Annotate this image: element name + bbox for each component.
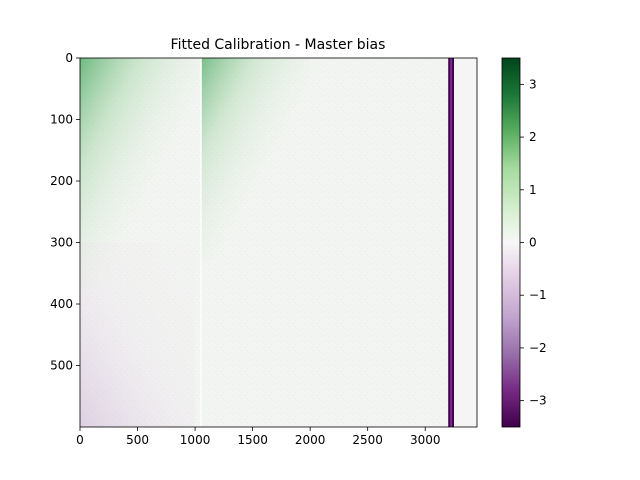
- x-tick-label: 1500: [237, 433, 268, 447]
- colorbar-axis: 3 2 1 0 −1 −2 −3: [520, 77, 547, 408]
- colorbar-tick-label: 0: [529, 236, 537, 250]
- x-tick-label: 500: [126, 433, 149, 447]
- chart-title: Fitted Calibration - Master bias: [171, 37, 386, 53]
- x-tick-label: 1000: [180, 433, 211, 447]
- colorbar-tick-label: −1: [529, 288, 547, 302]
- x-tick-label: 3000: [410, 433, 441, 447]
- heatmap-green-gradient: [200, 58, 311, 261]
- y-tick-label: 400: [50, 297, 73, 311]
- y-tick-label: 300: [50, 236, 73, 250]
- y-tick-label: 500: [50, 359, 73, 373]
- y-tick-label: 0: [65, 51, 73, 65]
- y-axis: 0 100 200 300 400 500: [50, 51, 80, 373]
- heatmap-dark-band-core: [450, 58, 452, 427]
- heatmap-plot-area: [79, 57, 478, 428]
- colorbar-tick-label: 2: [529, 130, 537, 144]
- heatmap-purple-tint: [80, 242, 196, 427]
- y-tick-label: 200: [50, 174, 73, 188]
- heatmap-right-strip: [453, 58, 477, 427]
- colorbar-tick-label: 3: [529, 77, 537, 91]
- x-axis: 0 500 1000 1500 2000 2500 3000: [76, 427, 440, 447]
- x-tick-label: 2000: [295, 433, 326, 447]
- heatmap-seam: [199, 58, 202, 427]
- colorbar-tick-label: 1: [529, 183, 537, 197]
- x-tick-label: 0: [76, 433, 84, 447]
- colorbar: [501, 57, 521, 428]
- y-tick-label: 100: [50, 113, 73, 127]
- colorbar-gradient: [501, 57, 521, 428]
- colorbar-tick-label: −2: [529, 341, 547, 355]
- colorbar-tick-label: −3: [529, 394, 547, 408]
- x-tick-label: 2500: [352, 433, 383, 447]
